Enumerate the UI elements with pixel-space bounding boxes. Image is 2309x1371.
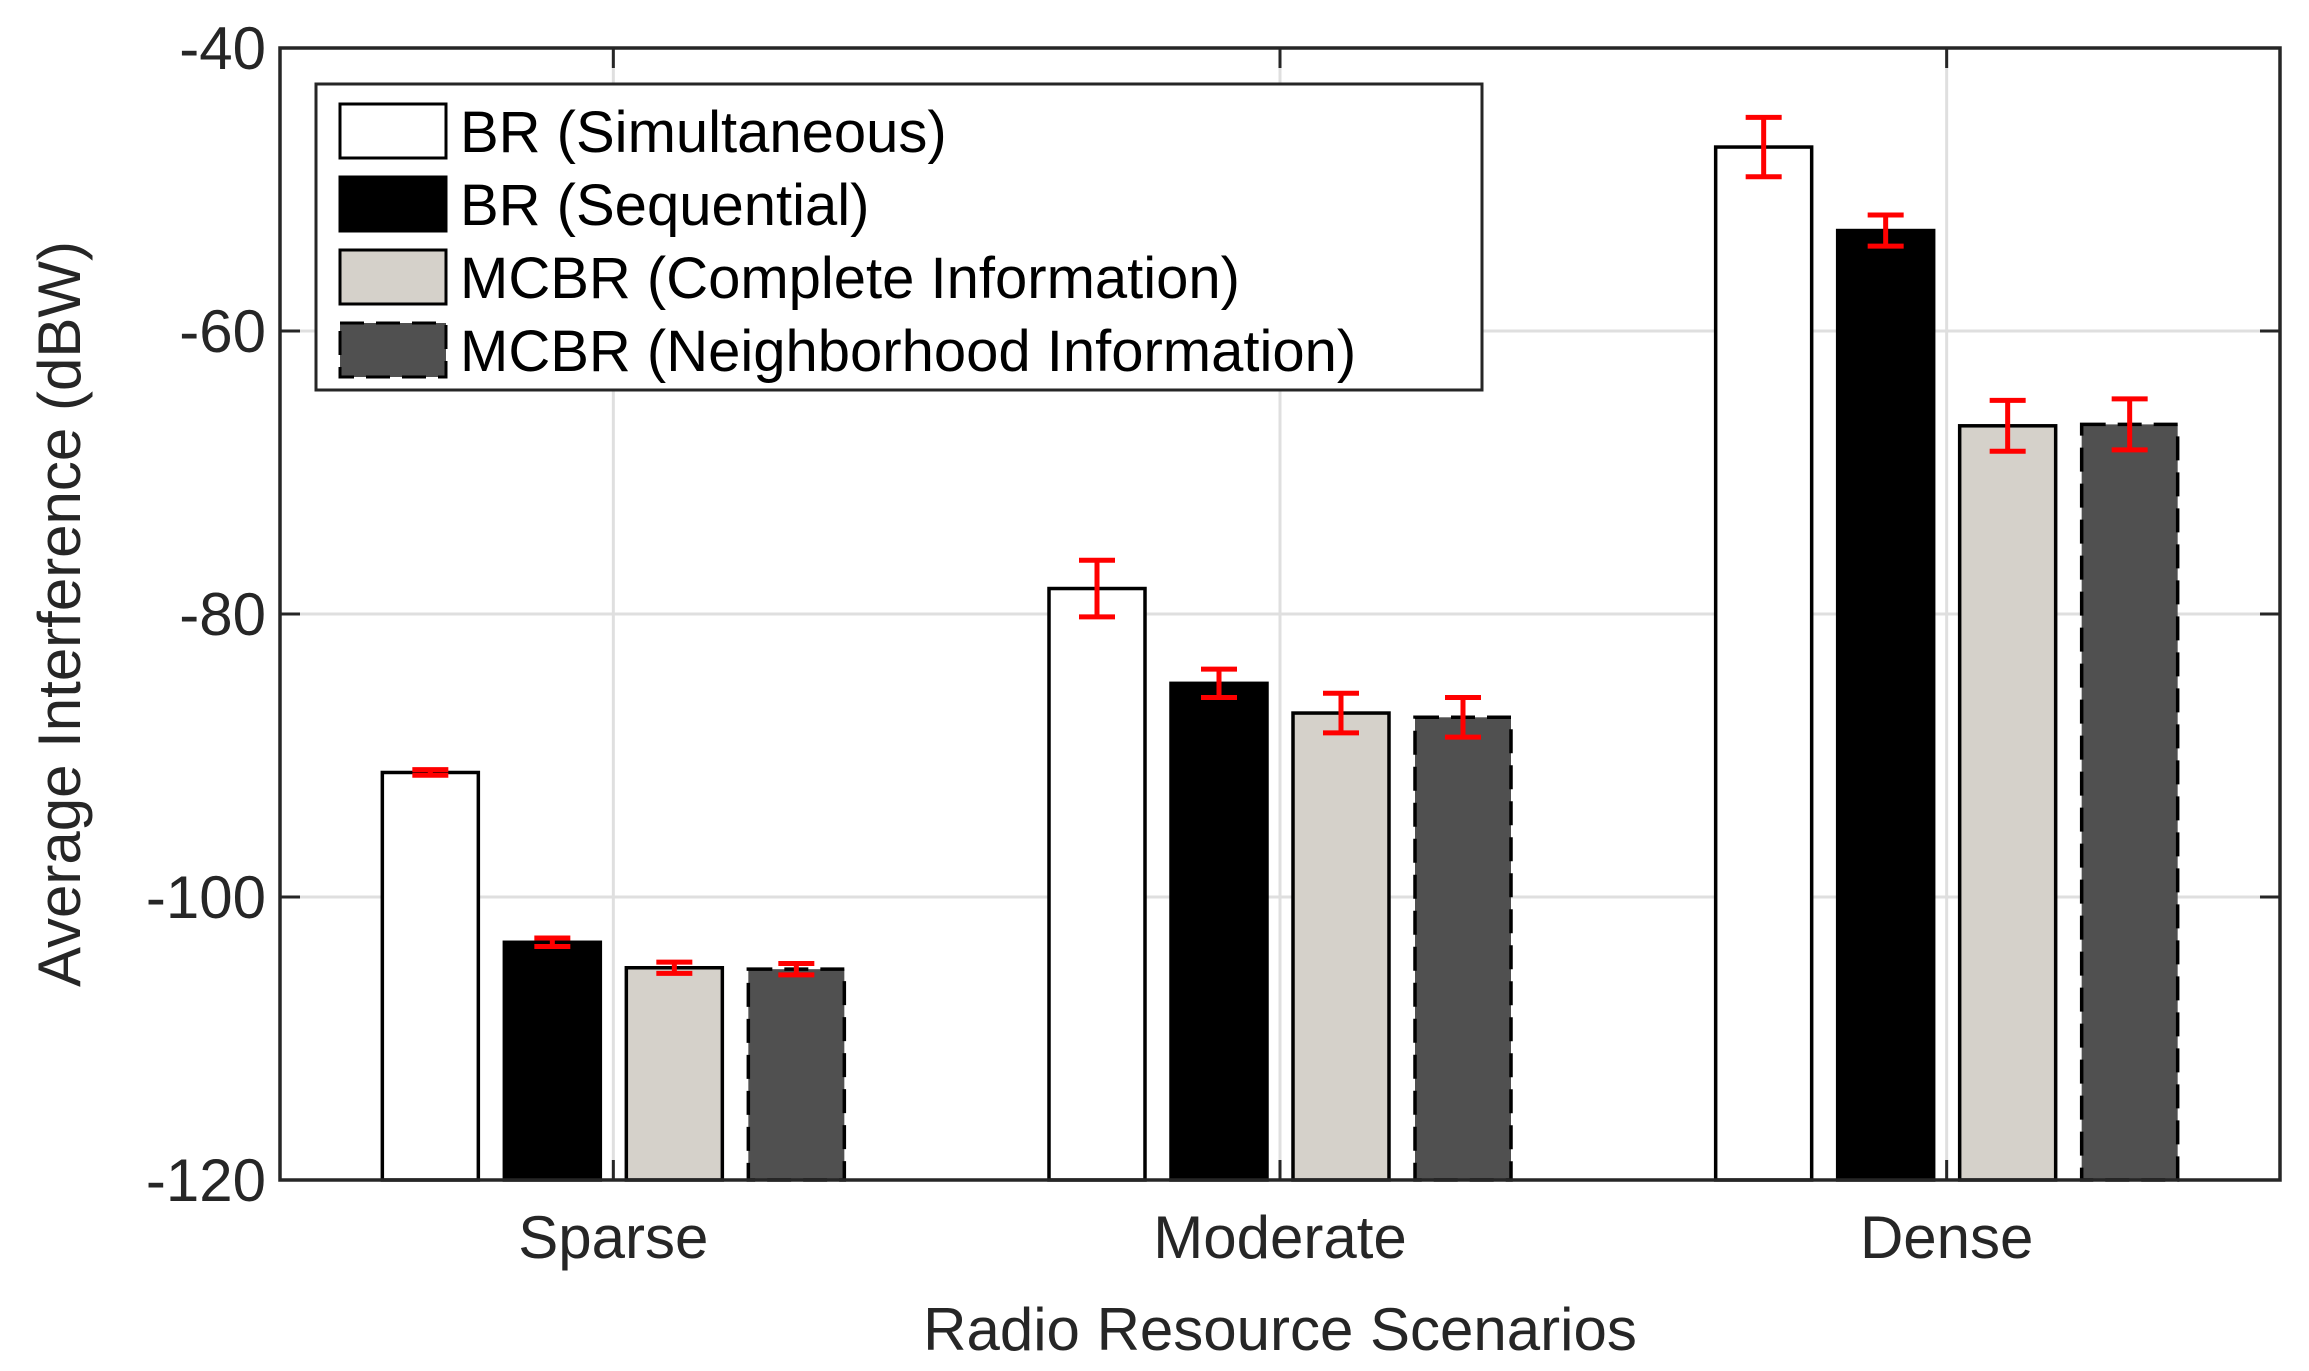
bar [624, 966, 725, 1182]
y-tick-label: -120 [146, 1147, 266, 1214]
x-tick-labels: Sparse Moderate Dense [518, 1204, 2033, 1271]
bar [746, 967, 847, 1182]
legend-swatch [338, 102, 448, 160]
bar [502, 940, 603, 1182]
legend-swatch [338, 175, 448, 233]
legend-box [314, 82, 1484, 392]
y-tick-label: -80 [179, 581, 266, 648]
y-tick-label: -40 [179, 15, 266, 82]
bar [1169, 681, 1269, 1182]
legend-label: MCBR (Complete Information) [460, 246, 1240, 311]
bar [1047, 586, 1147, 1182]
legend-label: BR (Simultaneous) [460, 100, 947, 165]
legend-items: BR (Simultaneous) BR (Sequential) MCBR (Co… [338, 100, 1356, 384]
x-tick-label: Sparse [518, 1204, 708, 1271]
y-tick-labels: -120 -100 -80 -60 -40 [146, 15, 266, 1214]
y-axis-title: Average Interference (dBW) [26, 241, 93, 987]
x-tick-label: Moderate [1153, 1204, 1406, 1271]
legend-swatch [338, 321, 448, 379]
plot-frame [278, 46, 2282, 1182]
bar [1713, 145, 1814, 1182]
y-tick-label: -60 [179, 298, 266, 365]
x-axis-title: Radio Resource Scenarios [923, 1296, 1637, 1363]
bar [380, 770, 481, 1182]
legend-label: MCBR (Neighborhood Information) [460, 319, 1356, 384]
legend-label: BR (Sequential) [460, 173, 869, 238]
bar [1835, 228, 1936, 1182]
bars-layer [380, 145, 2180, 1182]
error-bars-layer [412, 114, 2148, 978]
legend: BR (Simultaneous) BR (Sequential) MCBR (Co… [314, 82, 1484, 392]
bar [2079, 422, 2180, 1182]
y-tick-label: -100 [146, 864, 266, 931]
bar [1957, 424, 2058, 1182]
x-tick-label: Dense [1860, 1204, 2033, 1271]
bar [1413, 715, 1513, 1182]
bar [1291, 711, 1391, 1182]
legend-swatch [338, 248, 448, 306]
